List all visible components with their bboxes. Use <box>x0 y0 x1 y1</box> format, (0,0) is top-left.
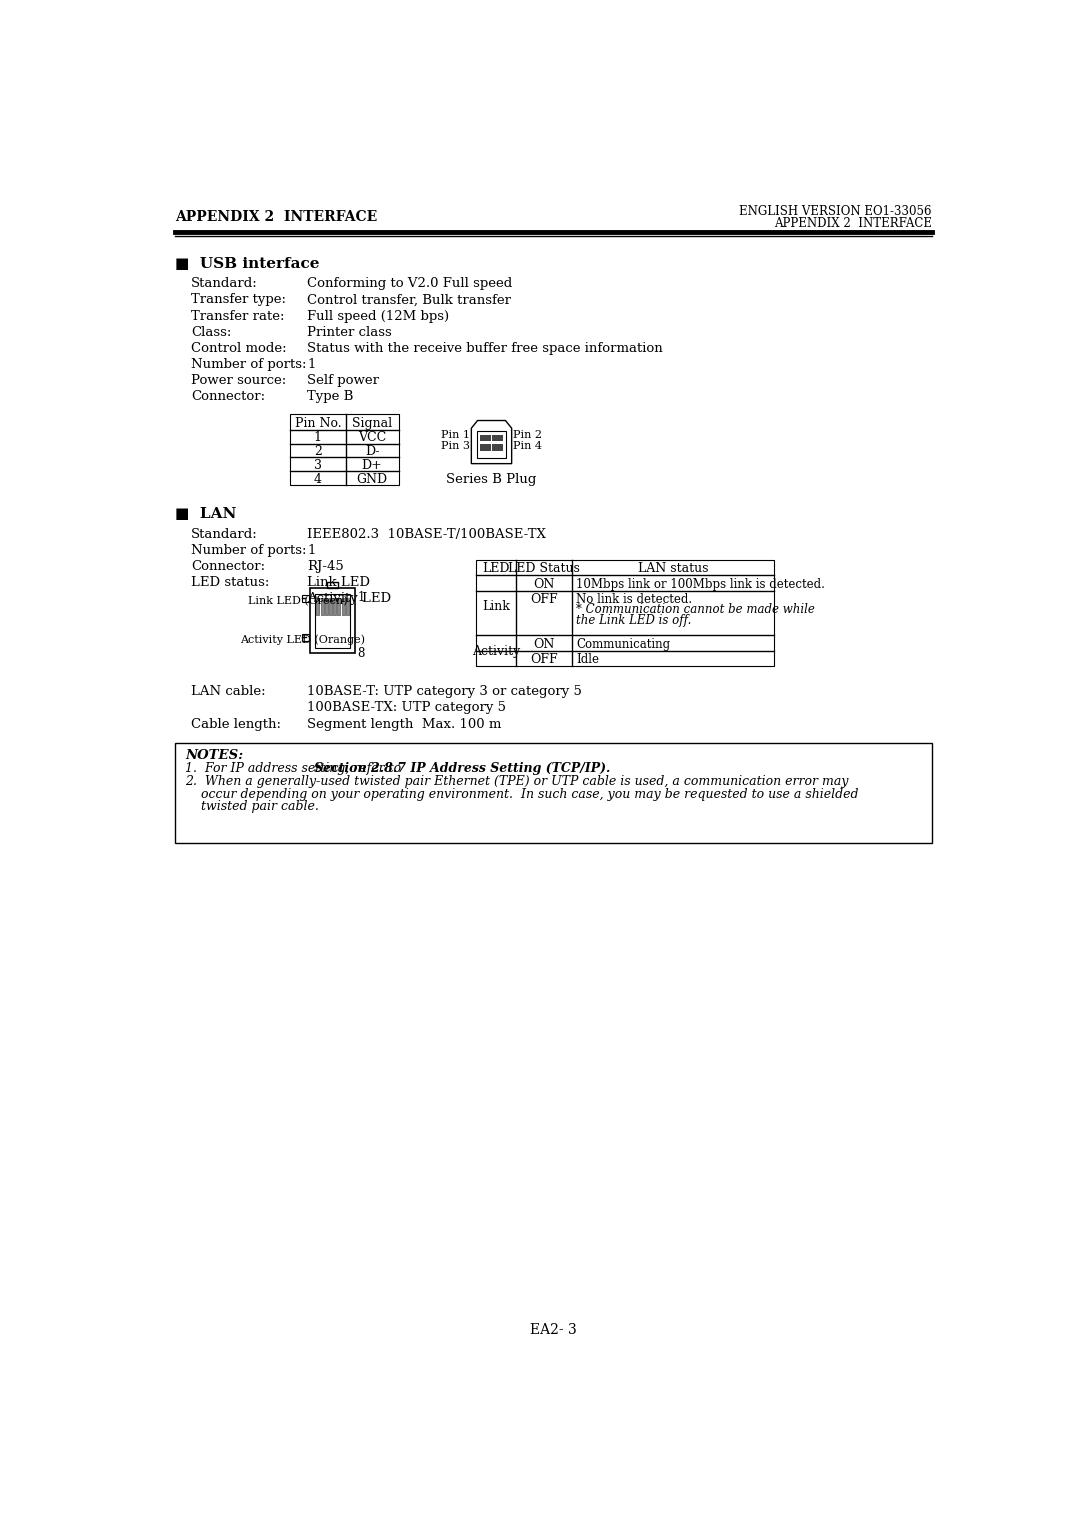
Text: * Communication cannot be made while: * Communication cannot be made while <box>576 604 814 616</box>
Text: OFF: OFF <box>530 593 558 607</box>
Text: ON: ON <box>534 578 555 591</box>
Text: OFF: OFF <box>530 652 558 666</box>
Text: NOTES:: NOTES: <box>186 749 243 762</box>
Text: D+: D+ <box>362 458 382 472</box>
Bar <box>476 559 773 666</box>
Polygon shape <box>471 420 512 463</box>
Text: LAN cable:: LAN cable: <box>191 686 266 698</box>
Text: 1: 1 <box>307 544 315 556</box>
Text: ■  LAN: ■ LAN <box>175 507 237 521</box>
Text: twisted pair cable.: twisted pair cable. <box>186 801 320 813</box>
Text: Power source:: Power source: <box>191 374 286 387</box>
Text: Cable length:: Cable length: <box>191 718 281 730</box>
Text: No link is detected.: No link is detected. <box>576 593 692 607</box>
Text: 2.  When a generally-used twisted pair Ethernet (TPE) or UTP cable is used, a co: 2. When a generally-used twisted pair Et… <box>186 776 849 788</box>
Text: 1: 1 <box>307 358 315 371</box>
Text: LAN status: LAN status <box>637 562 708 575</box>
Text: Segment length  Max. 100 m: Segment length Max. 100 m <box>307 718 501 730</box>
Text: Self power: Self power <box>307 374 379 387</box>
Bar <box>321 597 324 614</box>
Text: 2: 2 <box>314 445 322 458</box>
Text: RJ-45: RJ-45 <box>307 559 343 573</box>
Text: Standard:: Standard: <box>191 277 257 290</box>
Text: 1: 1 <box>357 591 365 605</box>
Text: 1: 1 <box>314 431 322 445</box>
Text: VCC: VCC <box>359 431 387 445</box>
Text: ENGLISH VERSION EO1-33056: ENGLISH VERSION EO1-33056 <box>739 205 932 219</box>
Bar <box>316 597 320 614</box>
Text: Control mode:: Control mode: <box>191 342 286 354</box>
Text: Control transfer, Bulk transfer: Control transfer, Bulk transfer <box>307 293 511 307</box>
Bar <box>175 743 932 843</box>
Text: Class:: Class: <box>191 325 231 339</box>
Bar <box>333 597 336 614</box>
Text: 10Mbps link or 100Mbps link is detected.: 10Mbps link or 100Mbps link is detected. <box>576 578 825 591</box>
Text: Link: Link <box>482 601 510 613</box>
Bar <box>302 634 309 640</box>
Text: Series B Plug: Series B Plug <box>446 472 537 486</box>
Text: Signal: Signal <box>352 417 392 429</box>
Text: the Link LED is off.: the Link LED is off. <box>576 614 691 626</box>
Text: Printer class: Printer class <box>307 325 392 339</box>
Text: Activity: Activity <box>472 645 521 659</box>
Text: Full speed (12M bps): Full speed (12M bps) <box>307 310 449 322</box>
Text: Idle: Idle <box>576 652 599 666</box>
Text: D-: D- <box>365 445 379 458</box>
Text: APPENDIX 2  INTERFACE: APPENDIX 2 INTERFACE <box>175 211 378 225</box>
Bar <box>314 594 350 648</box>
Bar <box>341 597 345 614</box>
Text: EA2- 3: EA2- 3 <box>530 1323 577 1337</box>
Bar <box>480 435 490 442</box>
Text: Transfer rate:: Transfer rate: <box>191 310 284 322</box>
Text: 100BASE-TX: UTP category 5: 100BASE-TX: UTP category 5 <box>307 701 507 714</box>
Text: Transfer type:: Transfer type: <box>191 293 286 307</box>
Text: Pin 1: Pin 1 <box>441 429 470 440</box>
Text: 1.  For IP address setting, refer to: 1. For IP address setting, refer to <box>186 761 405 775</box>
Bar <box>480 445 490 451</box>
Text: Connector:: Connector: <box>191 559 265 573</box>
Bar <box>327 582 338 588</box>
Text: Connector:: Connector: <box>191 391 265 403</box>
Bar <box>492 435 503 442</box>
Text: Link LED: Link LED <box>307 576 370 590</box>
Bar <box>337 597 340 614</box>
Text: ■  USB interface: ■ USB interface <box>175 257 320 270</box>
Text: Number of ports:: Number of ports: <box>191 544 307 556</box>
Text: Pin 2: Pin 2 <box>513 429 542 440</box>
Text: ON: ON <box>534 637 555 651</box>
Text: Pin 3: Pin 3 <box>441 440 470 451</box>
Text: Link LED (Green): Link LED (Green) <box>248 596 348 607</box>
Text: Conforming to V2.0 Full speed: Conforming to V2.0 Full speed <box>307 277 512 290</box>
Bar <box>329 597 332 614</box>
Text: Pin No.: Pin No. <box>295 417 341 429</box>
Bar <box>476 431 507 458</box>
Text: GND: GND <box>356 472 388 486</box>
Bar <box>346 597 349 614</box>
Text: 10BASE-T: UTP category 3 or category 5: 10BASE-T: UTP category 3 or category 5 <box>307 686 582 698</box>
Text: Section 2.8.7 IP Address Setting (TCP/IP).: Section 2.8.7 IP Address Setting (TCP/IP… <box>314 761 611 775</box>
Text: Activity LED (Orange): Activity LED (Orange) <box>241 634 365 645</box>
Bar <box>310 588 355 652</box>
Text: 4: 4 <box>314 472 322 486</box>
Text: 3: 3 <box>314 458 322 472</box>
Text: IEEE802.3  10BASE-T/100BASE-TX: IEEE802.3 10BASE-T/100BASE-TX <box>307 527 545 541</box>
Text: LED status:: LED status: <box>191 576 269 590</box>
Text: Number of ports:: Number of ports: <box>191 358 307 371</box>
Bar <box>492 445 503 451</box>
Text: Standard:: Standard: <box>191 527 257 541</box>
Bar <box>291 414 399 486</box>
Text: LED: LED <box>483 562 510 575</box>
Text: Type B: Type B <box>307 391 353 403</box>
Text: occur depending on your operating environment.  In such case, you may be request: occur depending on your operating enviro… <box>186 788 859 801</box>
Text: Activity LED: Activity LED <box>307 593 391 605</box>
Text: 8: 8 <box>357 646 365 660</box>
Text: Status with the receive buffer free space information: Status with the receive buffer free spac… <box>307 342 663 354</box>
Text: APPENDIX 2  INTERFACE: APPENDIX 2 INTERFACE <box>773 217 932 231</box>
Bar <box>325 597 328 614</box>
Text: LED Status: LED Status <box>509 562 580 575</box>
Bar <box>302 596 309 602</box>
Text: Communicating: Communicating <box>576 637 670 651</box>
Text: Pin 4: Pin 4 <box>513 440 542 451</box>
